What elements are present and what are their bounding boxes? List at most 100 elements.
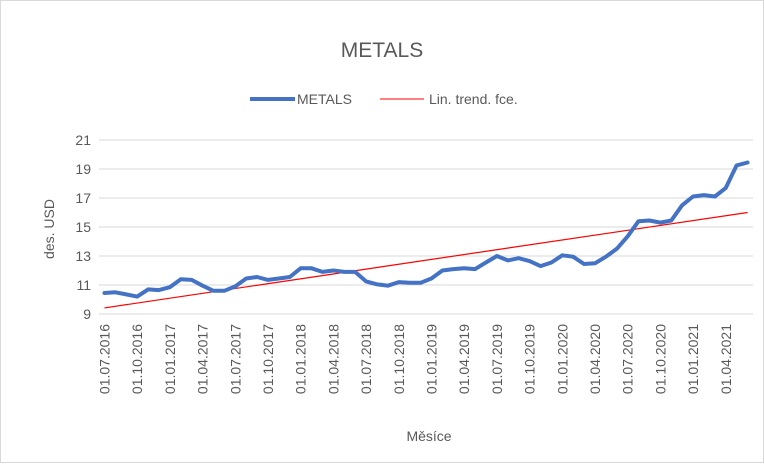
x-tick-label: 01.07.2016 bbox=[96, 324, 112, 394]
chart-title: METALS bbox=[341, 39, 423, 62]
x-tick-label: 01.01.2019 bbox=[423, 324, 439, 394]
data-point bbox=[604, 255, 608, 259]
x-tick-label: 01.10.2017 bbox=[260, 324, 276, 394]
y-tick-label: 9 bbox=[83, 306, 91, 322]
data-point bbox=[484, 261, 488, 265]
data-point bbox=[713, 195, 717, 199]
data-point bbox=[637, 219, 641, 223]
x-tick-label: 01.01.2018 bbox=[293, 324, 309, 394]
data-point bbox=[222, 289, 226, 293]
data-point bbox=[473, 267, 477, 271]
data-point bbox=[571, 255, 575, 259]
data-point bbox=[735, 163, 739, 167]
data-point bbox=[168, 285, 172, 289]
x-tick-label: 01.10.2016 bbox=[129, 324, 145, 394]
data-point bbox=[517, 256, 521, 260]
data-point bbox=[102, 291, 106, 295]
x-axis-ticks: 01.07.2016 01.10.2016 01.01.2017 01.04.2017… bbox=[96, 324, 733, 394]
data-point bbox=[146, 287, 150, 291]
y-tick-label: 19 bbox=[75, 161, 91, 177]
data-point bbox=[310, 266, 314, 270]
data-point bbox=[157, 288, 161, 292]
data-point bbox=[190, 278, 194, 282]
data-point bbox=[462, 266, 466, 270]
data-point bbox=[397, 280, 401, 284]
y-axis-label: des. USD bbox=[41, 199, 57, 259]
data-point bbox=[669, 218, 673, 222]
legend-trend-label: Lin. trend. fce. bbox=[429, 91, 518, 107]
data-point bbox=[179, 277, 183, 281]
data-point bbox=[277, 276, 281, 280]
data-point bbox=[233, 284, 237, 288]
data-point bbox=[506, 258, 510, 262]
x-tick-label: 01.10.2018 bbox=[391, 324, 407, 394]
data-point bbox=[419, 281, 423, 285]
data-point bbox=[647, 218, 651, 222]
data-point bbox=[495, 254, 499, 258]
data-point bbox=[593, 261, 597, 265]
y-axis-ticks: 9 11 13 15 17 19 21 bbox=[75, 132, 91, 322]
data-point bbox=[320, 270, 324, 274]
data-point bbox=[342, 270, 346, 274]
x-tick-label: 01.01.2021 bbox=[685, 324, 701, 394]
grid bbox=[99, 139, 753, 315]
data-point bbox=[266, 278, 270, 282]
data-point bbox=[702, 193, 706, 197]
data-point bbox=[353, 270, 357, 274]
x-tick-label: 01.07.2017 bbox=[227, 324, 243, 394]
x-tick-label: 01.04.2020 bbox=[587, 324, 603, 394]
data-point bbox=[255, 275, 259, 279]
x-tick-label: 01.04.2018 bbox=[325, 324, 341, 394]
data-point bbox=[386, 284, 390, 288]
x-tick-label: 01.01.2017 bbox=[162, 324, 178, 394]
series-layer bbox=[102, 160, 750, 309]
x-tick-label: 01.10.2019 bbox=[522, 324, 538, 394]
legend: METALS Lin. trend. fce. bbox=[250, 91, 518, 107]
data-point bbox=[680, 203, 684, 207]
data-point bbox=[211, 289, 215, 293]
x-tick-label: 01.01.2020 bbox=[554, 324, 570, 394]
series-line-metals bbox=[102, 160, 750, 299]
data-point bbox=[538, 264, 542, 268]
data-point bbox=[451, 267, 455, 271]
data-point bbox=[658, 221, 662, 225]
data-point bbox=[582, 262, 586, 266]
data-point bbox=[364, 279, 368, 283]
y-tick-label: 13 bbox=[75, 248, 91, 264]
data-point bbox=[724, 186, 728, 190]
x-axis-label: Měsíce bbox=[406, 428, 451, 444]
x-tick-label: 01.04.2021 bbox=[718, 324, 734, 394]
data-point bbox=[113, 290, 117, 294]
data-point bbox=[124, 292, 128, 296]
data-point bbox=[408, 281, 412, 285]
data-point bbox=[746, 160, 750, 164]
data-point bbox=[135, 295, 139, 299]
data-point bbox=[549, 261, 553, 265]
data-point bbox=[299, 266, 303, 270]
x-tick-label: 01.10.2020 bbox=[652, 324, 668, 394]
x-tick-label: 01.07.2018 bbox=[358, 324, 374, 394]
data-point bbox=[691, 195, 695, 199]
data-point bbox=[440, 269, 444, 273]
data-point bbox=[288, 275, 292, 279]
y-tick-label: 21 bbox=[75, 132, 91, 148]
y-tick-label: 17 bbox=[75, 190, 91, 206]
data-point bbox=[615, 247, 619, 251]
data-point bbox=[244, 276, 248, 280]
data-point bbox=[375, 282, 379, 286]
y-tick-label: 15 bbox=[75, 219, 91, 235]
y-tick-label: 11 bbox=[76, 277, 91, 293]
x-tick-label: 01.04.2017 bbox=[195, 324, 211, 394]
data-point bbox=[560, 253, 564, 257]
data-point bbox=[626, 234, 630, 238]
data-point bbox=[429, 276, 433, 280]
x-tick-label: 01.07.2019 bbox=[489, 324, 505, 394]
x-tick-label: 01.07.2020 bbox=[620, 324, 636, 394]
x-tick-label: 01.04.2019 bbox=[456, 324, 472, 394]
data-point bbox=[201, 284, 205, 288]
data-point bbox=[528, 259, 532, 263]
data-point bbox=[331, 269, 335, 273]
legend-metals-label: METALS bbox=[297, 91, 352, 107]
